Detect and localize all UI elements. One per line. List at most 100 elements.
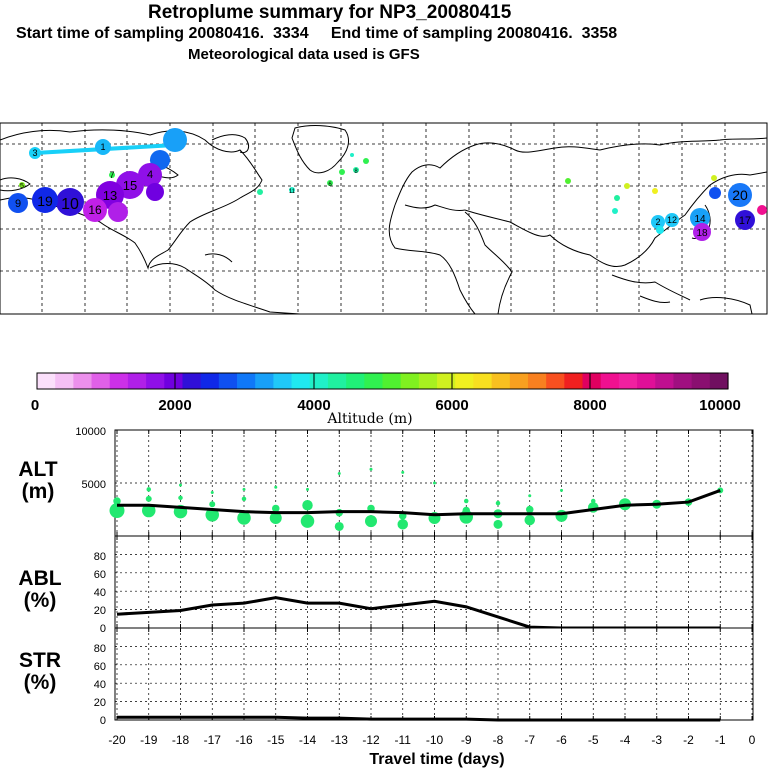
sampling-time-line: Start time of sampling 20080416. 3334 En… (16, 25, 618, 42)
alt-point (145, 495, 152, 502)
str-ytick-label: 60 (94, 661, 106, 673)
map-marker (565, 178, 571, 184)
alt-point (146, 487, 151, 492)
abl-ytick-label: 60 (94, 569, 106, 581)
colorbar-cell (618, 373, 638, 389)
colorbar-cell (582, 373, 602, 389)
map-marker (56, 188, 84, 216)
alt-panel: ALT (m) 10000 5000 (18, 426, 754, 537)
map-label: 19 (37, 193, 53, 209)
map-marker (8, 193, 28, 213)
map-label: 18 (696, 228, 708, 239)
map-label: 12 (667, 215, 677, 225)
colorbar-cell (709, 373, 729, 389)
x-tick-label: -17 (204, 733, 222, 747)
colorbar-cell (691, 373, 711, 389)
alt-point (142, 503, 156, 518)
map-label: 4 (147, 169, 153, 181)
colorbar-cell (673, 373, 693, 389)
map-label: 6 (328, 182, 332, 188)
colorbar-cell (346, 373, 365, 389)
colorbar-cell (473, 373, 493, 389)
str-ytick-label: 0 (100, 715, 106, 727)
x-tick-label: -7 (524, 733, 535, 747)
map-label: 1 (100, 142, 105, 152)
alt-point (210, 491, 214, 495)
x-tick-label: -11 (395, 733, 412, 747)
colorbar-axis-label: Altitude (m) (326, 411, 412, 427)
map-marker (693, 223, 711, 241)
str-ytick-label: 80 (94, 643, 106, 655)
abl-yticks: 0 20 40 60 80 (94, 551, 106, 635)
str-panel: STR (%) 0 20 40 60 80 -20 -19 -18 -17 -16 -15-… (19, 627, 756, 768)
x-tick-label: -5 (588, 733, 599, 747)
x-tick-label: 0 (749, 733, 756, 747)
str-ylabel: STR (%) (19, 649, 61, 694)
str-yticks: 0 20 40 60 80 (94, 643, 106, 727)
map-panel: 3 7 10 16 15 13 9 5 19 20 18 14 12 6 1 8… (0, 122, 768, 315)
colorbar-tick-label: 0 (31, 397, 39, 414)
colorbar-cell (218, 373, 238, 389)
alt-point (306, 487, 309, 491)
x-tick-label: -14 (299, 733, 317, 747)
alt-point (555, 509, 568, 522)
x-tick-label: -2 (683, 733, 694, 747)
alt-point (337, 471, 341, 475)
alt-point (205, 508, 219, 522)
alt-point (560, 488, 563, 492)
colorbar-tick-label: 4000 (297, 397, 330, 414)
abl-ytick-label: 40 (94, 587, 106, 599)
map-label: 3 (32, 148, 37, 158)
alt-point (528, 494, 532, 498)
x-tick-label: -12 (362, 733, 380, 747)
alt-point (334, 521, 344, 531)
alt-point (178, 495, 183, 501)
map-label: 11 (289, 189, 296, 195)
map-marker (353, 167, 359, 173)
colorbar-ticks: 0 2000 4000 6000 8000 10000 (31, 397, 741, 414)
alt-ytick-label: 5000 (82, 479, 106, 491)
alt-point (526, 505, 534, 514)
colorbar-cell (546, 373, 565, 389)
x-tick-label: -1 (715, 733, 726, 747)
map-marker (289, 187, 295, 193)
x-tick-label: -3 (651, 733, 662, 747)
alt-point (179, 483, 182, 487)
colorbar-cell (291, 373, 311, 389)
map-label: 9 (15, 198, 21, 210)
x-tick-label: -10 (426, 733, 444, 747)
colorbar-cell (127, 373, 147, 389)
map-marker (690, 208, 710, 228)
map-marker (146, 183, 164, 201)
x-tick-label: -18 (172, 733, 190, 747)
alt-point (524, 514, 535, 526)
colorbar-cell (364, 373, 384, 389)
map-marker (652, 188, 658, 194)
map-marker (19, 182, 25, 188)
alt-yticks: 10000 5000 (75, 426, 106, 491)
colorbar-cell (37, 373, 56, 389)
alt-point (241, 496, 247, 502)
colorbar-cell (564, 373, 584, 389)
map-label: 7 (109, 170, 114, 180)
map-label: 20 (732, 187, 748, 203)
colorbar-tick-label: 10000 (699, 397, 741, 414)
map-marker (711, 175, 717, 181)
alt-mean-line (117, 489, 721, 517)
alt-ytick-label: 10000 (75, 426, 106, 438)
str-line (117, 715, 721, 722)
map-marker (757, 205, 767, 215)
alt-point (113, 497, 121, 505)
colorbar-cell (91, 373, 111, 389)
colorbar: 0 2000 4000 6000 8000 10000 Altitude (m) (31, 372, 741, 427)
alt-point (591, 498, 596, 504)
x-tick-label: -20 (108, 733, 126, 747)
alt-point (433, 481, 436, 485)
map-label: 13 (103, 188, 117, 203)
colorbar-tick-label: 8000 (573, 397, 606, 414)
map-marker (327, 180, 333, 186)
map-marker (108, 202, 128, 222)
alt-point (369, 467, 373, 471)
colorbar-cell (55, 373, 74, 389)
